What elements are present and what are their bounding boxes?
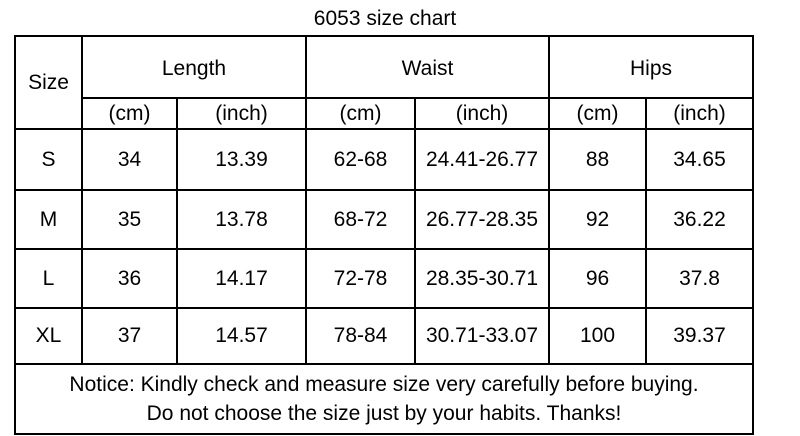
size-header: Size [14,35,83,130]
value-cell: 68-72 [305,189,416,250]
unit-header: (inch) [414,97,550,130]
data-row: M 35 13.78 68-72 26.77-28.35 92 36.22 [14,189,754,250]
chart-title: 6053 size chart [313,7,457,30]
value-cell: 62-68 [305,128,416,191]
value-cell: 88 [548,128,647,191]
table-body: Size Length Waist Hips (cm) (inch) (cm) (in… [14,35,754,435]
data-row: L 36 14.17 72-78 28.35-30.71 96 37.8 [14,248,754,309]
value-cell: 36 [81,248,178,309]
size-cell: XL [14,307,83,365]
value-cell: 24.41-26.77 [414,128,550,191]
value-cell: 100 [548,307,647,365]
value-cell: 39.37 [645,307,754,365]
value-cell: 13.39 [176,128,307,191]
value-cell: 28.35-30.71 [414,248,550,309]
group-header: Hips [548,35,754,99]
notice-line: Do not choose the size just by your habi… [146,402,622,425]
unit-header: (cm) [305,97,416,130]
value-cell: 26.77-28.35 [414,189,550,250]
header-row: Size Length Waist Hips [14,35,754,130]
value-cell: 14.57 [176,307,307,365]
value-cell: 78-84 [305,307,416,365]
notice-row: Notice: Kindly check and measure size ve… [14,363,754,435]
value-cell: 37 [81,307,178,365]
value-cell: 92 [548,189,647,250]
value-cell: 96 [548,248,647,309]
unit-header: (inch) [176,97,307,130]
value-cell: 36.22 [645,189,754,250]
unit-header: (inch) [645,97,754,130]
size-cell: S [14,128,83,191]
unit-header: (cm) [548,97,647,130]
value-cell: 34.65 [645,128,754,191]
notice-line: Notice: Kindly check and measure size ve… [69,373,699,396]
unit-header: (cm) [81,97,178,130]
value-cell: 13.78 [176,189,307,250]
value-cell: 72-78 [305,248,416,309]
group-header: Length [81,35,307,99]
value-cell: 14.17 [176,248,307,309]
notice-cell: Notice: Kindly check and measure size ve… [14,363,754,435]
size-cell: L [14,248,83,309]
unit-row: (cm) (inch) (cm) (inch) (cm) (inch) [15,97,754,130]
data-row: XL 37 14.57 78-84 30.71-33.07 100 39.37 [14,307,754,365]
value-cell: 34 [81,128,178,191]
group-header: Waist [305,35,550,99]
value-cell: 35 [81,189,178,250]
size-cell: M [14,189,83,250]
value-cell: 37.8 [645,248,754,309]
data-row: S 34 13.39 62-68 24.41-26.77 88 34.65 [14,128,754,191]
size-table: Size Length Waist Hips (cm) (inch) (cm) (in… [14,35,754,435]
value-cell: 30.71-33.07 [414,307,550,365]
